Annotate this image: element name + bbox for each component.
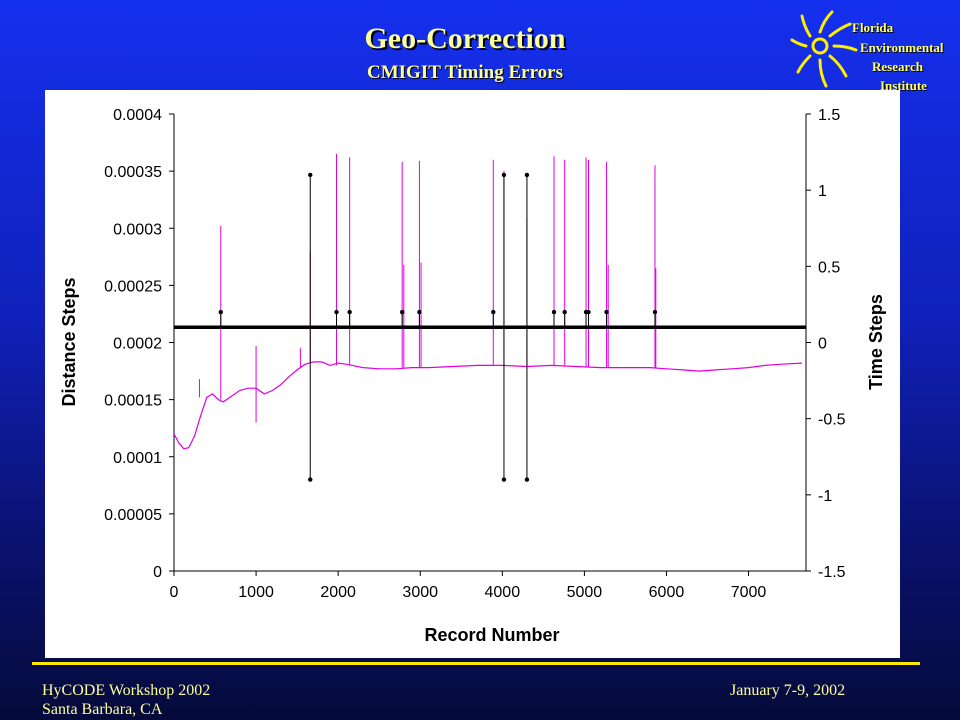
footer-date: January 7-9, 2002 <box>730 682 846 699</box>
x-tick-label: 5000 <box>567 584 603 601</box>
logo-line-3: Research <box>872 59 924 74</box>
x-axis-title: Record Number <box>424 625 559 645</box>
time-step-point <box>399 309 405 315</box>
y-tick-label: 0.00035 <box>104 164 162 181</box>
y2-tick-label: -1 <box>818 488 832 505</box>
y-tick-label: 0.00025 <box>104 278 162 295</box>
page-title: Geo-Correction <box>364 22 566 55</box>
y2-tick-label: 1 <box>818 183 827 200</box>
x-tick-label: 7000 <box>731 584 767 601</box>
x-tick-label: 2000 <box>320 584 356 601</box>
y-tick-label: 0.00005 <box>104 507 162 524</box>
x-tick-label: 4000 <box>485 584 521 601</box>
chart-panel: 0 1000 2000 3000 4000 5000 6000 7000 0 0.00005 0.0… <box>45 90 900 658</box>
time-step-point <box>562 309 567 315</box>
time-step-point <box>491 309 496 315</box>
y2-tick-label: 0 <box>818 336 827 353</box>
time-step-point <box>218 309 223 315</box>
y-tick-label: 0.0003 <box>113 221 162 238</box>
time-step-point <box>524 172 530 178</box>
y2-tick-label: 1.5 <box>818 107 840 124</box>
x-tick-label: 3000 <box>402 584 438 601</box>
y-tick-label: 0.0002 <box>113 336 162 353</box>
time-step-point <box>652 309 658 315</box>
footer-divider <box>32 662 920 665</box>
y-tick-label: 0.0001 <box>113 450 162 467</box>
logo-line-2: Environmental <box>860 40 944 55</box>
y-tick-label: 0.0004 <box>113 107 162 124</box>
y2-tick-label: -1.5 <box>818 564 846 581</box>
time-step-point-low <box>308 477 313 482</box>
time-step-point <box>501 172 507 178</box>
time-step-point <box>417 309 422 315</box>
distance-series-line <box>173 361 802 450</box>
footer-workshop: HyCODE Workshop 2002 <box>42 682 211 699</box>
footer-location: Santa Barbara, CA <box>42 701 163 718</box>
time-step-point <box>604 309 609 315</box>
x-tick-label: 1000 <box>238 584 274 601</box>
institute-logo: Florida Environmental Research Institute <box>790 6 960 96</box>
time-step-point <box>334 309 339 315</box>
page-subtitle: CMIGIT Timing Errors <box>366 62 563 83</box>
y2-tick-label: -0.5 <box>818 412 846 429</box>
logo-line-4: Institute <box>880 78 927 93</box>
y-axis-title: Distance Steps <box>59 277 79 406</box>
logo-line-1: Florida <box>852 20 894 35</box>
y2-tick-label: 0.5 <box>818 259 840 276</box>
time-step-point <box>551 309 557 315</box>
y-tick-label: 0.00015 <box>104 393 162 410</box>
time-step-point-low <box>524 477 530 482</box>
time-step-point-low <box>501 477 507 482</box>
time-step-point <box>347 309 352 315</box>
y2-axis-title: Time Steps <box>866 294 886 390</box>
x-tick-label: 0 <box>170 584 179 601</box>
x-tick-label: 6000 <box>649 584 685 601</box>
timing-error-chart: 0 1000 2000 3000 4000 5000 6000 7000 0 0.00005 0.0… <box>59 107 886 645</box>
time-step-point <box>308 172 313 178</box>
y-tick-label: 0 <box>153 564 162 581</box>
time-step-point <box>586 309 591 315</box>
sun-logo-icon <box>790 10 858 88</box>
